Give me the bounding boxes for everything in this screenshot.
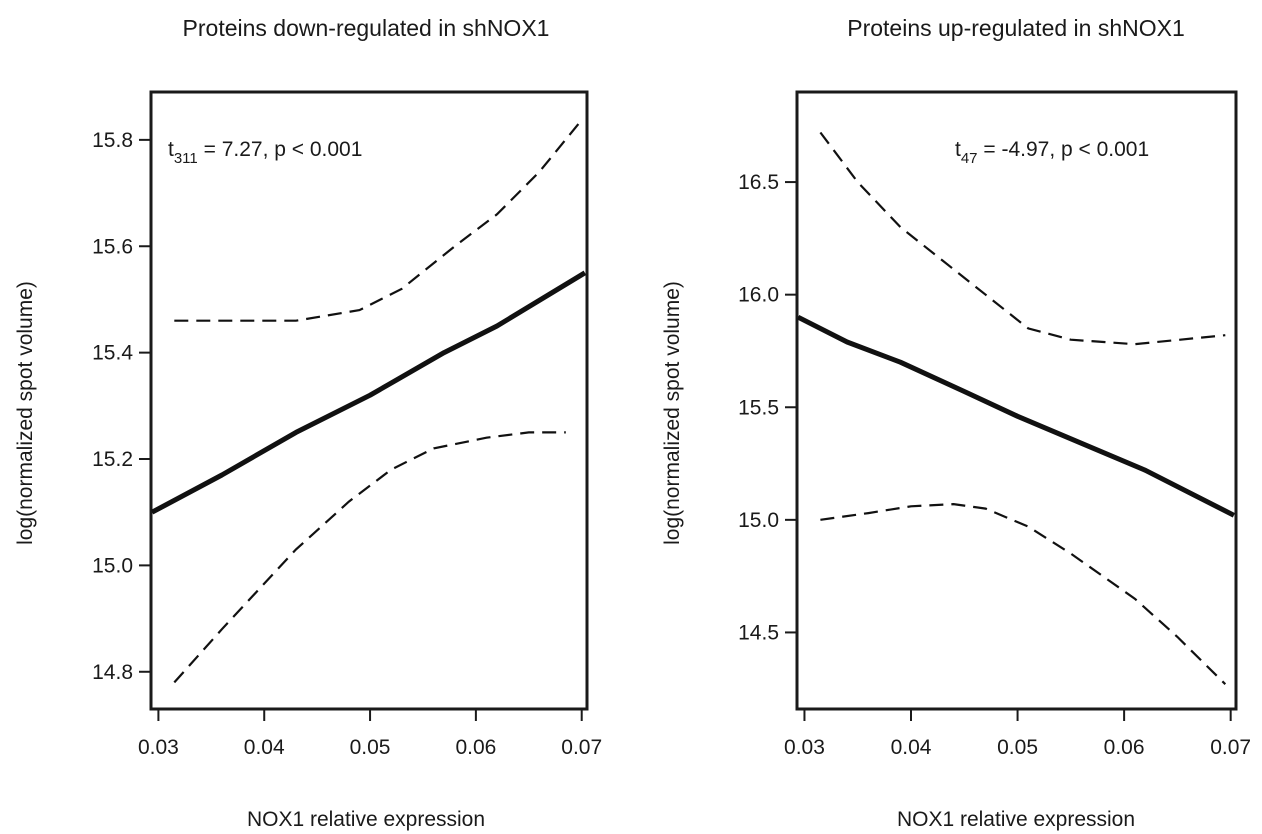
x-axis-label: NOX1 relative expression <box>247 808 485 831</box>
panel-up-regulated: Proteins up-regulated in shNOX1 NOX1 rel… <box>661 15 1251 831</box>
series-lines <box>796 131 1236 685</box>
y-tick-label: 15.0 <box>738 509 779 532</box>
x-tick-label: 0.07 <box>561 736 602 759</box>
x-tick-label: 0.04 <box>244 736 285 759</box>
y-tick-label: 15.2 <box>92 448 133 471</box>
x-tick-label: 0.03 <box>138 736 179 759</box>
confidence-band-line <box>820 502 1227 685</box>
x-tick-label: 0.07 <box>1210 736 1251 759</box>
chart-title: Proteins down-regulated in shNOX1 <box>183 15 550 41</box>
statistic-annotation: t311 = 7.27, p < 0.001 <box>168 138 362 167</box>
y-ticks: 14.5 15.0 15.5 16.0 16.5 <box>738 171 796 644</box>
plot-frame <box>795 90 1238 711</box>
y-tick-label: 16.5 <box>738 171 779 194</box>
series-lines <box>150 117 587 684</box>
regression-line <box>796 314 1236 518</box>
y-tick-label: 14.5 <box>738 621 779 644</box>
x-tick-label: 0.06 <box>1104 736 1145 759</box>
y-tick-label: 14.8 <box>92 661 133 684</box>
y-tick-label: 15.4 <box>92 342 133 365</box>
y-tick-label: 16.0 <box>738 284 779 307</box>
plot-frame <box>149 90 589 711</box>
panel-down-regulated: Proteins down-regulated in shNOX1 NOX1 r… <box>14 15 602 831</box>
x-tick-label: 0.04 <box>891 736 932 759</box>
y-tick-label: 15.0 <box>92 554 133 577</box>
x-axis-label: NOX1 relative expression <box>897 808 1135 831</box>
y-tick-label: 15.5 <box>738 396 779 419</box>
y-ticks: 14.8 15.0 15.2 15.4 15.6 15.8 <box>92 129 150 684</box>
x-ticks: 0.03 0.04 0.05 0.06 0.07 <box>138 710 602 759</box>
confidence-band-line <box>819 131 1226 346</box>
regression-line <box>150 270 587 515</box>
chart-title: Proteins up-regulated in shNOX1 <box>847 15 1185 41</box>
statistic-annotation: t47 = -4.97, p < 0.001 <box>955 138 1149 167</box>
y-axis-label: log(normalized spot volume) <box>14 281 37 545</box>
x-ticks: 0.03 0.04 0.05 0.06 0.07 <box>784 710 1251 759</box>
x-tick-label: 0.05 <box>350 736 391 759</box>
x-tick-label: 0.06 <box>455 736 496 759</box>
y-tick-label: 15.6 <box>92 235 133 258</box>
confidence-band-line <box>174 117 584 322</box>
x-tick-label: 0.05 <box>997 736 1038 759</box>
y-axis-label: log(normalized spot volume) <box>661 281 684 545</box>
x-tick-label: 0.03 <box>784 736 825 759</box>
y-tick-label: 15.8 <box>92 129 133 152</box>
